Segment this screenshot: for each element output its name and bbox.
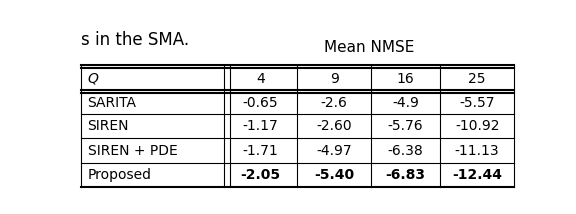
Text: 9: 9 [330,72,339,86]
Text: -11.13: -11.13 [455,144,499,158]
Text: -6.83: -6.83 [386,168,426,182]
Text: Proposed: Proposed [88,168,151,182]
Text: -6.38: -6.38 [388,144,423,158]
Text: -4.97: -4.97 [316,144,352,158]
Text: Q: Q [88,72,98,86]
Text: 4: 4 [256,72,265,86]
Text: SIREN + PDE: SIREN + PDE [88,144,177,158]
Text: -2.6: -2.6 [321,96,348,110]
Text: -5.57: -5.57 [460,96,495,110]
Text: s in the SMA.: s in the SMA. [81,31,189,49]
Text: -1.71: -1.71 [242,144,279,158]
Text: 16: 16 [397,72,415,86]
Text: -4.9: -4.9 [392,96,419,110]
Text: -12.44: -12.44 [452,168,502,182]
Text: -5.76: -5.76 [388,119,423,133]
Text: SARITA: SARITA [88,96,137,110]
Text: SIREN: SIREN [88,119,129,133]
Text: -10.92: -10.92 [455,119,499,133]
Text: Mean NMSE: Mean NMSE [324,40,414,55]
Text: -0.65: -0.65 [243,96,278,110]
Text: -5.40: -5.40 [314,168,354,182]
Text: -2.60: -2.60 [316,119,352,133]
Text: -2.05: -2.05 [241,168,281,182]
Text: -1.17: -1.17 [242,119,279,133]
Text: 25: 25 [468,72,486,86]
